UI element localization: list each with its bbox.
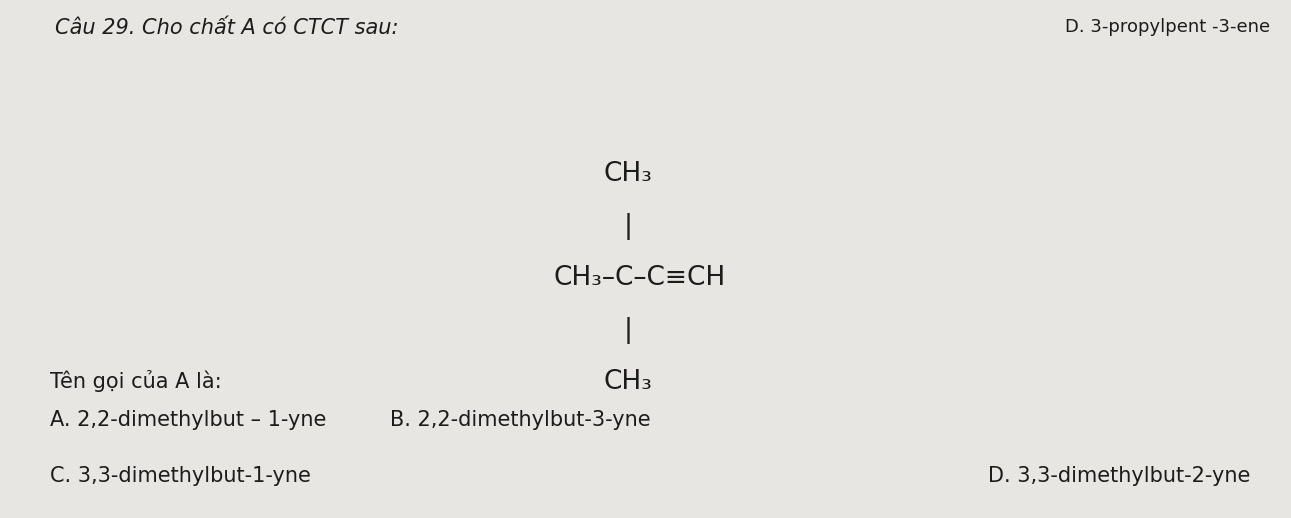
Text: Câu 29. Cho chất A có CTCT sau:: Câu 29. Cho chất A có CTCT sau:: [56, 18, 399, 38]
Text: CH₃: CH₃: [604, 369, 652, 395]
Text: Tên gọi của A là:: Tên gọi của A là:: [50, 370, 222, 392]
Text: CH₃–C–C≡CH: CH₃–C–C≡CH: [554, 265, 726, 291]
Text: D. 3-propylpent -3-ene: D. 3-propylpent -3-ene: [1065, 18, 1270, 36]
Text: A. 2,2-dimethylbut – 1-yne: A. 2,2-dimethylbut – 1-yne: [50, 410, 327, 430]
Text: |: |: [624, 212, 633, 239]
Text: |: |: [624, 316, 633, 343]
Text: D. 3,3-dimethylbut-2-yne: D. 3,3-dimethylbut-2-yne: [988, 466, 1250, 486]
Text: B. 2,2-dimethylbut-3-yne: B. 2,2-dimethylbut-3-yne: [390, 410, 651, 430]
Text: CH₃: CH₃: [604, 161, 652, 187]
Text: C. 3,3-dimethylbut-1-yne: C. 3,3-dimethylbut-1-yne: [50, 466, 311, 486]
